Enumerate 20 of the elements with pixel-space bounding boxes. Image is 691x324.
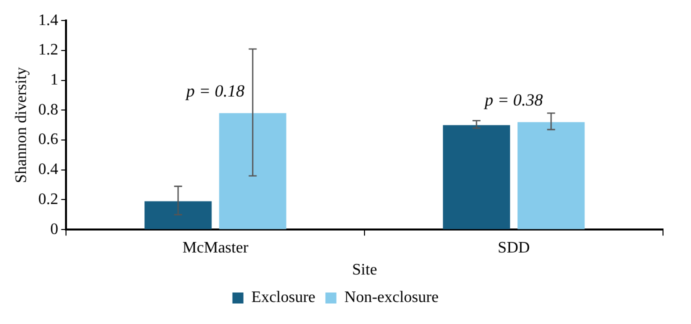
bar — [144, 201, 212, 230]
x-tick-label: SDD — [498, 239, 530, 256]
legend-label: Exclosure — [251, 289, 316, 306]
y-tick-label: 0.2 — [38, 190, 58, 208]
y-tick-label: 0.8 — [38, 101, 58, 118]
annotation: p = 0.18 — [185, 82, 246, 101]
y-tick-label: 0.6 — [38, 131, 58, 148]
x-axis-title: Site — [352, 262, 378, 279]
y-axis-title: Shannon diversity — [12, 67, 30, 184]
y-tick-label: 1.2 — [38, 42, 58, 59]
y-tick-label: 1 — [50, 72, 58, 89]
annotation: p = 0.38 — [484, 90, 544, 110]
bar — [219, 113, 286, 230]
y-tick-label: 1.4 — [38, 12, 58, 29]
y-tick-label: 0.4 — [38, 161, 58, 178]
legend-label: Non-exclosure — [344, 289, 439, 306]
bar — [518, 122, 585, 230]
x-tick-label: McMaster — [182, 239, 249, 256]
y-tick-label: 0 — [50, 220, 58, 238]
bar — [442, 125, 510, 230]
